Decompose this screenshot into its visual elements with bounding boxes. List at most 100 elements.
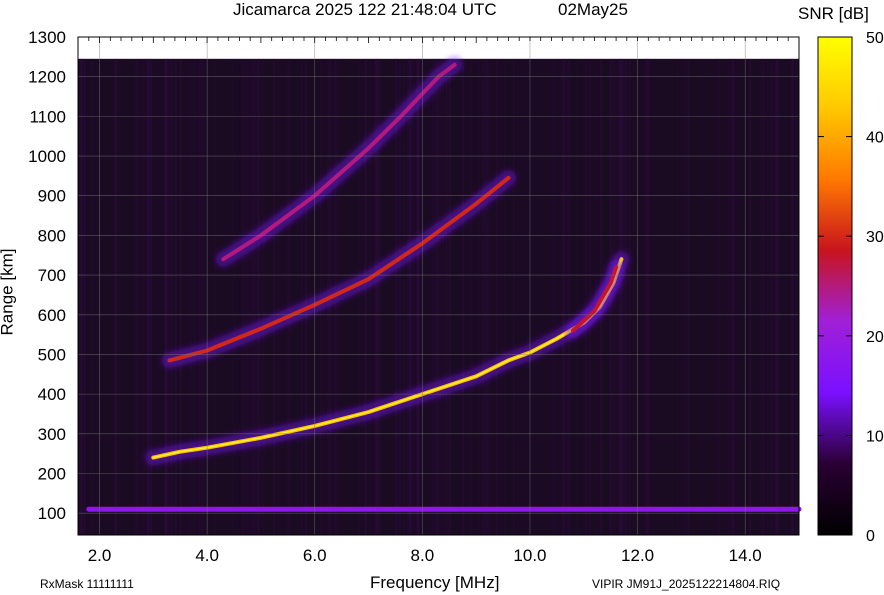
noise-streak — [169, 58, 173, 535]
noise-streak — [496, 58, 498, 535]
noise-streak — [724, 58, 726, 535]
noise-streak — [375, 58, 377, 535]
chart-title: Jicamarca 2025 122 21:48:04 UTC — [233, 0, 497, 19]
noise-streak — [374, 58, 376, 535]
noise-streak — [588, 58, 592, 535]
noise-streak — [148, 58, 152, 535]
noise-streak — [622, 58, 623, 535]
noise-streak — [500, 58, 502, 535]
noise-streak — [205, 58, 207, 535]
noise-streak — [776, 58, 779, 535]
noise-streak — [624, 58, 628, 535]
y-tick-label: 600 — [38, 306, 66, 325]
chart-date: 02May25 — [558, 0, 628, 19]
noise-streak — [411, 58, 413, 535]
y-tick-label: 1300 — [28, 28, 66, 47]
noise-streak — [562, 58, 565, 535]
noise-streak — [127, 58, 130, 535]
noise-streak — [417, 58, 419, 535]
noise-streak — [89, 58, 92, 535]
noise-streak — [718, 58, 721, 535]
noise-streak — [375, 58, 378, 535]
noise-streak — [416, 58, 419, 535]
y-tick-label: 100 — [38, 504, 66, 523]
noise-streak — [396, 58, 398, 535]
noise-streak — [620, 58, 623, 535]
noise-streak — [369, 58, 372, 535]
noise-streak — [408, 58, 412, 535]
noise-streak — [114, 58, 117, 535]
noise-streak — [732, 58, 735, 535]
noise-streak — [151, 58, 154, 535]
noise-streak — [790, 58, 793, 535]
noise-streak — [214, 58, 217, 535]
noise-streak — [586, 58, 590, 535]
noise-streak — [164, 58, 168, 535]
noise-streak — [363, 58, 367, 535]
noise-streak — [413, 58, 415, 535]
noise-streak — [512, 58, 515, 535]
noise-streak — [144, 58, 147, 535]
noise-streak — [83, 58, 85, 535]
noise-streak — [532, 58, 535, 535]
noise-streak — [613, 58, 616, 535]
noise-streak — [769, 58, 772, 535]
y-tick-label: 500 — [38, 345, 66, 364]
noise-streak — [548, 58, 550, 535]
noise-streak — [646, 58, 649, 535]
noise-streak — [398, 58, 401, 535]
noise-streak — [446, 58, 448, 535]
noise-streak — [137, 58, 139, 535]
noise-streak — [766, 58, 769, 535]
noise-streak — [80, 58, 84, 535]
noise-streak — [652, 58, 655, 535]
noise-streak — [91, 58, 93, 535]
noise-streak — [448, 58, 451, 535]
noise-streak — [140, 58, 142, 535]
noise-streak — [792, 58, 795, 535]
noise-streak — [430, 58, 432, 535]
noise-streak — [174, 58, 177, 535]
noise-streak — [558, 58, 561, 535]
noise-streak — [621, 58, 625, 535]
noise-streak — [135, 58, 139, 535]
noise-streak — [618, 58, 622, 535]
noise-streak — [776, 58, 780, 535]
noise-streak — [365, 58, 367, 535]
noise-streak — [626, 58, 628, 535]
noise-streak — [165, 58, 167, 535]
noise-streak — [426, 58, 428, 535]
noise-streak — [176, 58, 178, 535]
noise-streak — [640, 58, 643, 535]
noise-streak — [715, 58, 718, 535]
noise-streak — [263, 58, 266, 535]
noise-streak — [478, 58, 481, 535]
noise-streak — [526, 58, 529, 535]
noise-streak — [431, 58, 434, 535]
noise-streak — [181, 58, 183, 535]
noise-streak — [300, 58, 303, 535]
noise-streak — [251, 58, 254, 535]
noise-streak — [358, 58, 360, 535]
noise-streak — [301, 58, 304, 535]
noise-streak — [434, 58, 436, 535]
noise-streak — [139, 58, 141, 535]
noise-streak — [253, 58, 256, 535]
noise-streak — [80, 58, 83, 535]
colorbar-tick-label: 40 — [866, 130, 884, 147]
noise-streak — [437, 58, 441, 535]
noise-streak — [780, 58, 783, 535]
noise-streak — [78, 58, 81, 535]
y-tick-label: 1100 — [29, 107, 66, 126]
colorbar-tick-label: 30 — [866, 229, 884, 246]
x-tick-label: 6.0 — [303, 546, 327, 565]
noise-streak — [495, 58, 498, 535]
noise-streak — [80, 58, 82, 535]
noise-streak — [297, 58, 299, 535]
noise-streak — [520, 58, 523, 535]
noise-streak — [708, 58, 710, 535]
noise-streak — [118, 58, 121, 535]
noise-streak — [245, 58, 249, 535]
noise-streak — [551, 58, 553, 535]
